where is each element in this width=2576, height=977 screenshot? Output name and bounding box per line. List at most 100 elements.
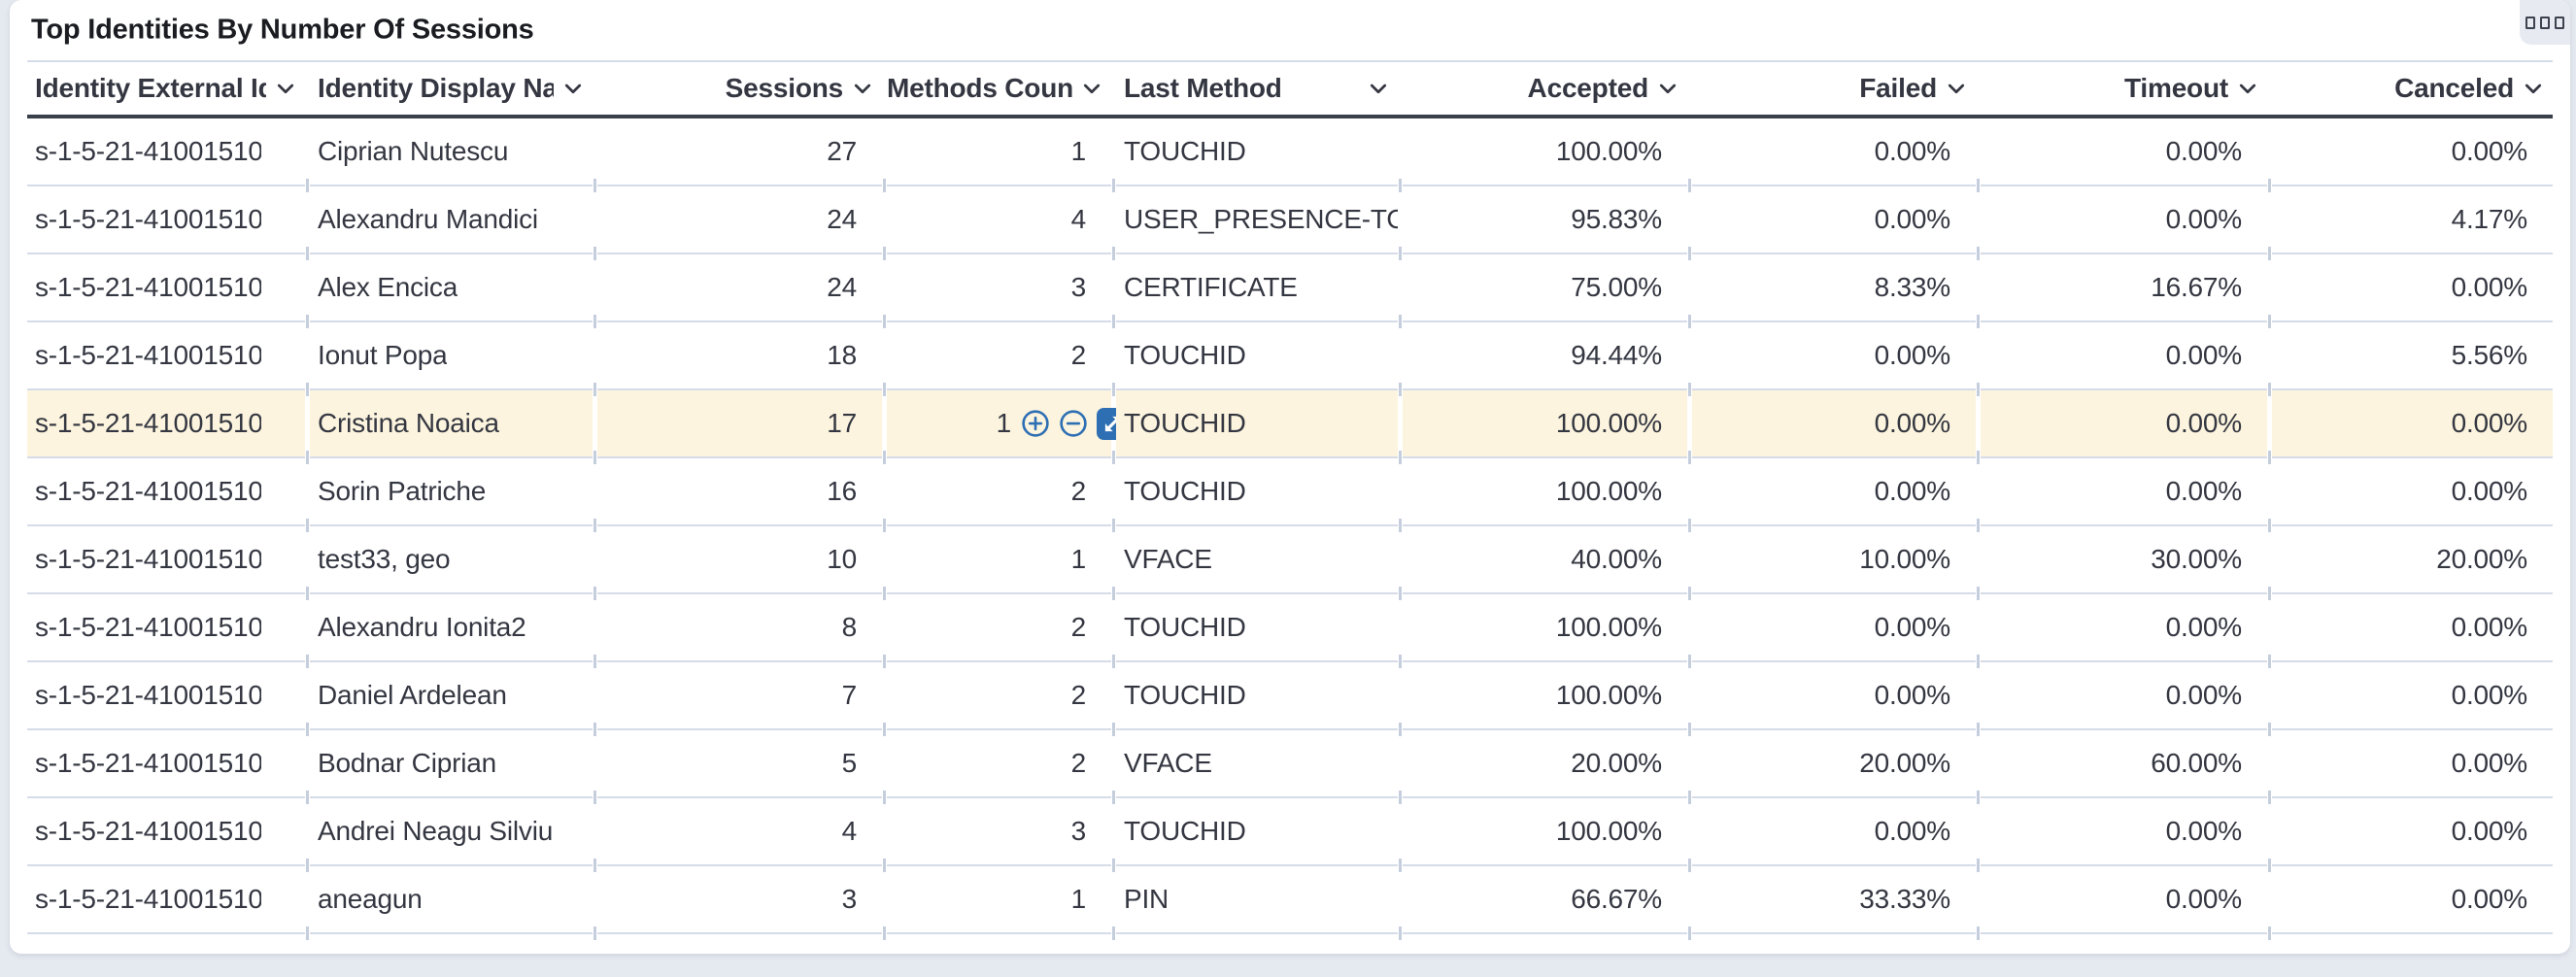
- cell-accepted: 94.44%: [1403, 322, 1691, 396]
- column-header-last_method[interactable]: Last Method: [1116, 62, 1398, 115]
- column-header-methods_count[interactable]: Methods Count: [887, 62, 1111, 115]
- column-header-identity_external_id[interactable]: Identity External Id: [27, 62, 305, 115]
- cell-failed: 33.33%: [1692, 866, 1980, 940]
- column-header-label: Methods Count: [887, 73, 1072, 103]
- cell-canceled: 4.17%: [2272, 186, 2553, 254]
- table-row: s-1-5-21-41001510 Andrei Neagu Silviu 4 …: [27, 798, 2553, 872]
- column-header-label: Identity Display Name: [318, 73, 554, 103]
- cell-identity-display-name: test33, geo: [310, 526, 596, 600]
- cell-sessions: 16: [597, 458, 886, 532]
- table-row: s-1-5-21-41001510 Sorin Patriche 16 2 TO…: [27, 458, 2553, 532]
- cell-identity-display-name: Alex Encica: [310, 254, 596, 328]
- cell-canceled: 0.00%: [2272, 866, 2553, 934]
- cell-canceled: 0.00%: [2272, 458, 2553, 526]
- cell-methods-count: 3: [887, 798, 1115, 872]
- cell-accepted: 40.00%: [1403, 526, 1691, 600]
- table-row: s-1-5-21-41001510 Ciprian Nutescu 27 1 T…: [27, 118, 2553, 192]
- cell-canceled: 0.00%: [2272, 798, 2553, 866]
- chevron-down-icon: [2239, 84, 2256, 94]
- table-row: s-1-5-21-41001510 Bodnar Ciprian 5 2 VFA…: [27, 730, 2553, 804]
- cell-last-method: TOUCHID: [1116, 390, 1402, 464]
- chevron-down-icon: [564, 84, 582, 94]
- identities-table: Identity External Id Identity Display Na…: [10, 60, 2570, 940]
- column-header-accepted[interactable]: Accepted: [1403, 62, 1687, 115]
- cell-methods-count: 2: [887, 730, 1115, 804]
- cell-timeout: 0.00%: [1981, 594, 2271, 668]
- cell-methods-count: 1: [887, 390, 1129, 464]
- column-header-sessions[interactable]: Sessions: [597, 62, 882, 115]
- filter-for-value-button[interactable]: [1021, 409, 1050, 438]
- cell-accepted: 66.67%: [1403, 866, 1691, 940]
- cell-timeout: 0.00%: [1981, 322, 2271, 396]
- cell-sessions: 5: [597, 730, 886, 804]
- cell-sessions: 18: [597, 322, 886, 396]
- table-row: s-1-5-21-41001510 test33, geo 10 1 VFACE…: [27, 526, 2553, 600]
- cell-failed: 0.00%: [1692, 594, 1980, 668]
- cell-sessions: 4: [597, 798, 886, 872]
- column-header-label: Last Method: [1124, 73, 1282, 103]
- cell-methods-count: 2: [887, 458, 1115, 532]
- cell-sessions: 17: [597, 390, 886, 464]
- cell-timeout: 0.00%: [1981, 118, 2271, 192]
- cell-sessions: 3: [597, 866, 886, 940]
- cell-identity-external-id: s-1-5-21-41001510: [27, 866, 309, 940]
- cell-last-method: TOUCHID: [1116, 662, 1402, 736]
- cell-hover-actions: [1021, 407, 1129, 440]
- panel-title: Top Identities By Number Of Sessions: [31, 14, 534, 46]
- cell-failed: 0.00%: [1692, 662, 1980, 736]
- cell-identity-external-id: s-1-5-21-41001510: [27, 458, 309, 532]
- cell-canceled: 0.00%: [2272, 594, 2553, 662]
- table-body: s-1-5-21-41001510 Ciprian Nutescu 27 1 T…: [27, 118, 2553, 940]
- plus-circle-icon: [1022, 410, 1049, 437]
- cell-identity-external-id: s-1-5-21-41001510: [27, 322, 309, 396]
- cell-sessions: 24: [597, 254, 886, 328]
- cell-identity-external-id: s-1-5-21-41001510: [27, 594, 309, 668]
- cell-failed: 0.00%: [1692, 458, 1980, 532]
- cell-identity-display-name: Ciprian Nutescu: [310, 118, 596, 192]
- column-header-label: Canceled: [2394, 73, 2514, 103]
- column-header-identity_display_name[interactable]: Identity Display Name: [310, 62, 593, 115]
- cell-canceled: 0.00%: [2272, 118, 2553, 186]
- table-row: s-1-5-21-41001510 Alexandru Mandici 24 4…: [27, 186, 2553, 260]
- cell-canceled: 5.56%: [2272, 322, 2553, 390]
- cell-failed: 0.00%: [1692, 118, 1980, 192]
- column-header-failed[interactable]: Failed: [1692, 62, 1976, 115]
- cell-failed: 10.00%: [1692, 526, 1980, 600]
- column-header-label: Timeout: [2124, 73, 2228, 103]
- cell-accepted: 100.00%: [1403, 458, 1691, 532]
- cell-sessions: 8: [597, 594, 886, 668]
- cell-sessions: 10: [597, 526, 886, 600]
- table-header-row: Identity External Id Identity Display Na…: [27, 60, 2553, 118]
- cell-failed: 0.00%: [1692, 390, 1980, 464]
- cell-methods-count: 1: [887, 866, 1115, 940]
- cell-accepted: 100.00%: [1403, 118, 1691, 192]
- cell-identity-external-id: s-1-5-21-41001510: [27, 526, 309, 600]
- cell-identity-external-id: s-1-5-21-41001510: [27, 390, 309, 464]
- boxes-horizontal-icon: [2555, 16, 2564, 29]
- cell-last-method: VFACE: [1116, 526, 1402, 600]
- cell-identity-display-name: Ionut Popa: [310, 322, 596, 396]
- column-header-label: Sessions: [725, 73, 843, 103]
- cell-identity-external-id: s-1-5-21-41001510: [27, 730, 309, 804]
- chevron-down-icon: [1659, 84, 1677, 94]
- panel-top-identities: Top Identities By Number Of Sessions Ide…: [10, 0, 2570, 954]
- cell-identity-external-id: s-1-5-21-41001510: [27, 798, 309, 872]
- panel-options-button[interactable]: [2520, 0, 2570, 45]
- column-header-canceled[interactable]: Canceled: [2272, 62, 2553, 115]
- chevron-down-icon: [854, 84, 871, 94]
- cell-failed: 8.33%: [1692, 254, 1980, 328]
- cell-canceled: 20.00%: [2272, 526, 2553, 594]
- cell-methods-count: 2: [887, 662, 1115, 736]
- cell-methods-count: 3: [887, 254, 1115, 328]
- column-header-label: Accepted: [1527, 73, 1648, 103]
- filter-out-value-button[interactable]: [1059, 409, 1088, 438]
- cell-identity-display-name: Alexandru Ionita2: [310, 594, 596, 668]
- cell-accepted: 100.00%: [1403, 594, 1691, 668]
- panel-header: Top Identities By Number Of Sessions: [10, 0, 2570, 60]
- cell-accepted: 100.00%: [1403, 662, 1691, 736]
- cell-identity-external-id: s-1-5-21-41001510: [27, 118, 309, 192]
- column-header-label: Identity External Id: [35, 73, 266, 103]
- column-header-timeout[interactable]: Timeout: [1981, 62, 2267, 115]
- cell-accepted: 75.00%: [1403, 254, 1691, 328]
- cell-last-method: VFACE: [1116, 730, 1402, 804]
